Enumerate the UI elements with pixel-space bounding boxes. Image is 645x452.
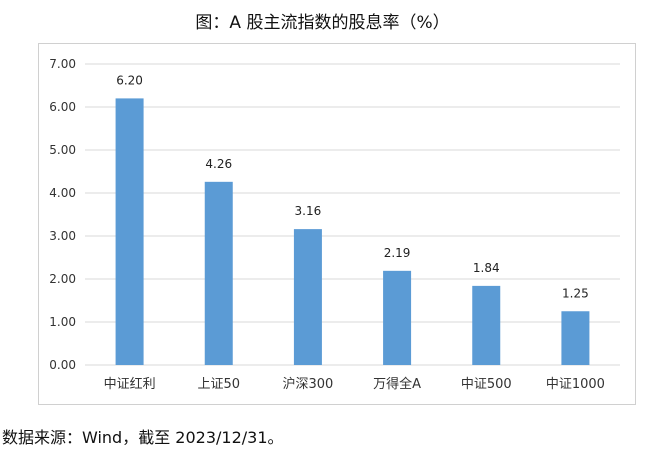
chart-frame xyxy=(38,43,636,405)
y-tick-label-7: 7.00 xyxy=(49,57,76,71)
bar-0 xyxy=(115,98,144,366)
bar-3 xyxy=(383,270,412,365)
category-label-1: 上证50 xyxy=(197,377,240,392)
y-tick-label-2: 2.00 xyxy=(49,272,76,286)
category-label-4: 中证500 xyxy=(461,377,512,392)
y-tick-label-5: 5.00 xyxy=(49,143,76,157)
y-tick-label-3: 3.00 xyxy=(49,229,76,243)
data-label-4: 1.84 xyxy=(473,261,500,275)
category-label-3: 万得全A xyxy=(373,376,421,392)
bar-1 xyxy=(204,181,233,365)
category-label-5: 中证1000 xyxy=(546,377,605,392)
data-label-0: 6.20 xyxy=(116,73,143,87)
category-label-2: 沪深300 xyxy=(283,376,334,392)
source-note: 数据来源：Wind，截至 2023/12/31。 xyxy=(2,428,284,447)
bar-2 xyxy=(293,229,322,365)
y-tick-label-1: 1.00 xyxy=(49,315,76,329)
chart-title: 图：A 股主流指数的股息率（%） xyxy=(195,13,450,33)
data-label-3: 2.19 xyxy=(384,246,411,260)
y-tick-label-4: 4.00 xyxy=(49,186,76,200)
y-tick-label-6: 6.00 xyxy=(49,100,76,114)
y-tick-label-0: 0.00 xyxy=(49,358,76,372)
bar-4 xyxy=(472,285,501,365)
bar-5 xyxy=(561,311,590,365)
data-label-1: 4.26 xyxy=(205,157,232,171)
data-label-2: 3.16 xyxy=(295,204,322,218)
category-label-0: 中证红利 xyxy=(104,376,156,392)
data-label-5: 1.25 xyxy=(562,286,589,300)
